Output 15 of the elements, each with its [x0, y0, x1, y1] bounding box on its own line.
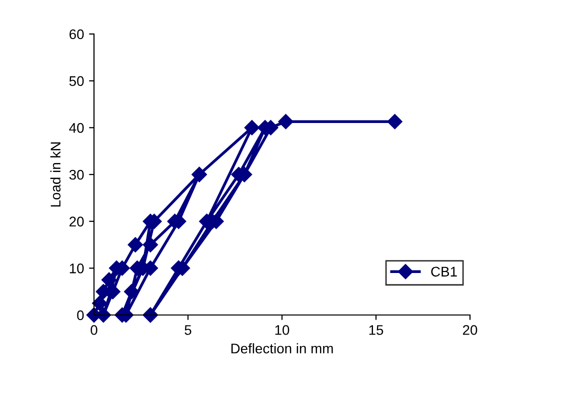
y-axis-title: Load in kN [50, 142, 61, 207]
y-tick-label: 30 [69, 170, 84, 180]
y-tick-label: 10 [70, 264, 84, 274]
x-tick-label: 0 [90, 325, 98, 335]
x-tick-label: 5 [184, 325, 192, 335]
x-tick-label: 15 [369, 325, 384, 335]
y-tick-label: 0 [77, 310, 84, 320]
x-tick-label: 20 [462, 325, 478, 335]
legend-label: CB1 [431, 266, 457, 277]
y-tick-label: 20 [70, 216, 84, 227]
y-tick-label: 60 [70, 29, 84, 40]
x-axis-title: Deflection in mm [231, 343, 333, 354]
y-tick-label: 50 [69, 76, 84, 86]
x-tick-label: 10 [275, 325, 290, 335]
y-tick-label: 40 [69, 123, 84, 133]
